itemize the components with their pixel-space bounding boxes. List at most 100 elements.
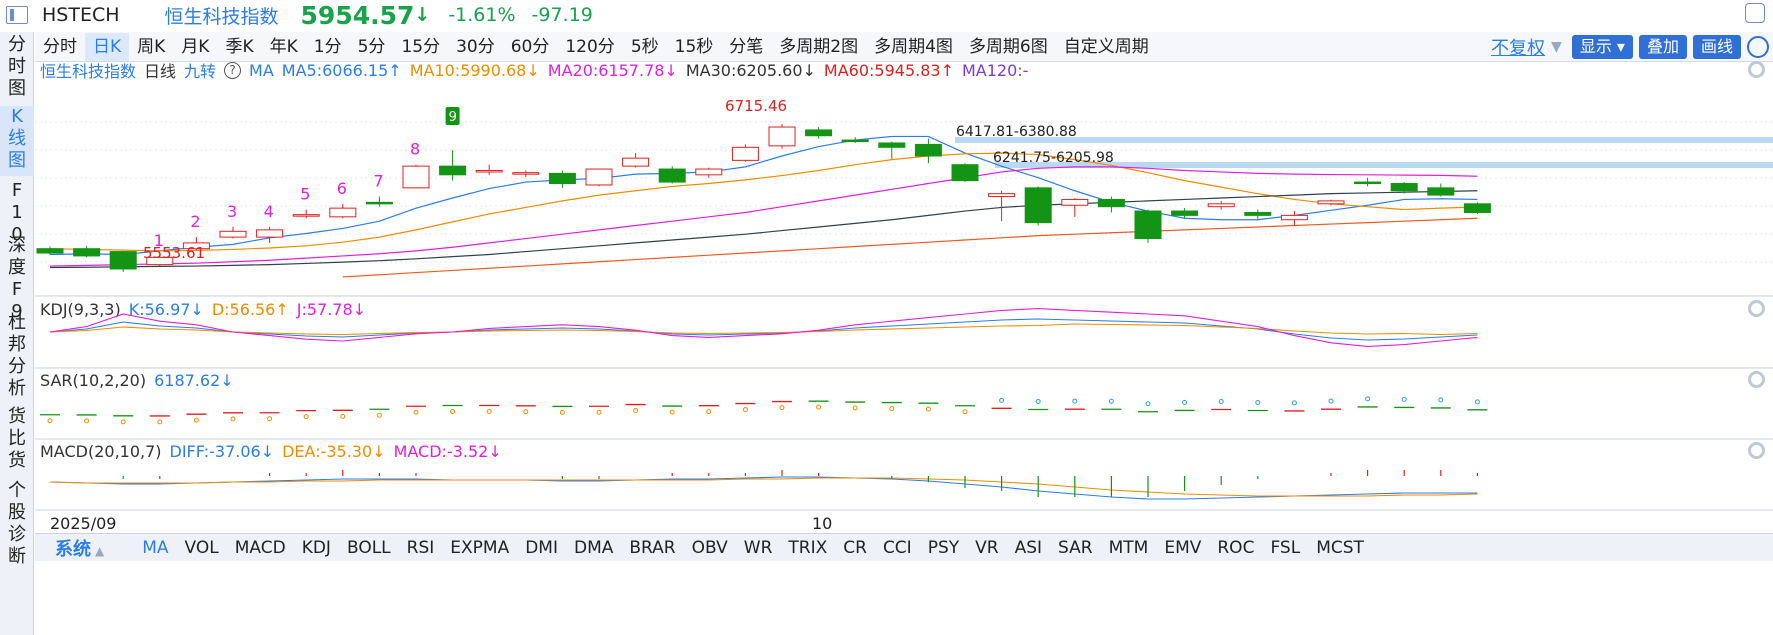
indicator-tab[interactable]: MA: [142, 537, 169, 558]
indicator-tab[interactable]: EMV: [1164, 537, 1202, 558]
gear-icon[interactable]: [1748, 442, 1765, 459]
indicator-tab[interactable]: ASI: [1014, 537, 1043, 558]
tab-period[interactable]: 15分: [401, 36, 441, 57]
sar-legend: SAR(10,2,20) 6187.62↓: [40, 370, 234, 390]
kdj-j: J:57.78↓: [296, 299, 367, 319]
sidebar-item-timeshare[interactable]: 分时图: [8, 34, 26, 99]
sar-dot: [230, 416, 236, 422]
nine-turn-count: 5: [300, 185, 310, 204]
sar-dot: [1145, 401, 1151, 407]
gear-icon[interactable]: [1748, 61, 1765, 78]
refresh-icon[interactable]: [1747, 36, 1769, 58]
indicator-tab[interactable]: RSI: [406, 537, 435, 558]
legend-ma[interactable]: MA: [249, 60, 274, 80]
indicator-tab[interactable]: CCI: [882, 537, 912, 558]
indicator-tab[interactable]: VR: [975, 537, 999, 558]
indicator-tab[interactable]: MTM: [1108, 537, 1149, 558]
chevron-down-icon[interactable]: ▼: [1551, 39, 1562, 55]
sidebar-item-diagnosis[interactable]: 个股诊断: [8, 480, 26, 567]
restore-rights-dropdown[interactable]: 不复权: [1491, 38, 1546, 59]
index-name[interactable]: 恒生科技指数: [164, 5, 279, 28]
indicator-tab[interactable]: PSY: [927, 537, 960, 558]
indicator-tab[interactable]: VOL: [184, 537, 219, 558]
indicator-tab[interactable]: TRIX: [788, 537, 828, 558]
tab-period[interactable]: 多周期6图: [968, 36, 1048, 57]
candle-body: [1134, 210, 1162, 240]
indicator-tab[interactable]: OBV: [691, 537, 728, 558]
help-icon[interactable]: ?: [224, 61, 242, 79]
sar-dot: [596, 409, 602, 415]
sar-name[interactable]: SAR(10,2,20): [40, 370, 147, 390]
tab-period[interactable]: 季K: [225, 36, 254, 57]
sar-dot: [999, 397, 1005, 403]
kline-chart[interactable]: 6715.46 5553.61 6417.81-6380.88 6241.75-620…: [35, 62, 1773, 514]
tab-period[interactable]: 多周期4图: [874, 36, 953, 57]
sidebar-item-f10[interactable]: F10: [11, 180, 23, 245]
tab-period[interactable]: 自定义周期: [1063, 36, 1149, 57]
tab-period[interactable]: 60分: [510, 36, 550, 57]
tab-period[interactable]: 5秒: [630, 36, 659, 57]
sar-dot: [376, 412, 382, 418]
sidebar-item-dupont[interactable]: 杜邦分析: [8, 312, 26, 399]
left-sidebar: 分时图 K线图 F10 深度F9 杜邦分析 货比货 个股诊断: [0, 32, 34, 635]
sar-dot: [486, 409, 492, 414]
tab-period[interactable]: 30分: [456, 36, 495, 57]
sar-dot: [1291, 400, 1297, 406]
sar-dot: [1218, 399, 1224, 404]
indicator-tab[interactable]: KDJ: [301, 537, 331, 558]
kdj-name[interactable]: KDJ(9,3,3): [40, 299, 121, 319]
candle-body: [365, 201, 393, 205]
sar-dot: [706, 409, 712, 415]
indicator-tab[interactable]: EXPMA: [450, 537, 510, 558]
indicator-tab[interactable]: FSL: [1270, 537, 1301, 558]
tab-period[interactable]: 1分: [313, 36, 342, 57]
indicator-tab[interactable]: SAR: [1058, 537, 1093, 558]
sidebar-item-depth[interactable]: 深度F9: [8, 235, 26, 322]
overlay-button[interactable]: 叠加: [1638, 35, 1687, 59]
indicator-tab[interactable]: WR: [743, 537, 773, 558]
macd-legend: MACD(20,10,7) DIFF:-37.06↓ DEA:-35.30↓ M…: [40, 441, 502, 461]
tab-period[interactable]: 年K: [269, 36, 298, 57]
legend-ma30: MA30:6205.60↓: [685, 60, 816, 80]
ma20-line: [49, 166, 1478, 267]
legend-index-name[interactable]: 恒生科技指数: [40, 62, 137, 81]
indicator-tab[interactable]: DMI: [525, 537, 558, 558]
indicator-tab[interactable]: MCST: [1316, 537, 1364, 558]
sidebar-item-compare[interactable]: 货比货: [8, 406, 26, 471]
gear-icon[interactable]: [1748, 371, 1765, 388]
indicator-tab[interactable]: CR: [843, 537, 867, 558]
sar-dot: [1255, 400, 1261, 405]
sidebar-item-kline[interactable]: K线图: [0, 106, 34, 176]
sar-dot: [267, 416, 273, 422]
kdj-d: D:56.56↑: [211, 299, 289, 319]
display-button[interactable]: 显示 ▾: [1571, 35, 1633, 59]
indicator-tab[interactable]: ROC: [1217, 537, 1255, 558]
tab-period[interactable]: 5分: [357, 36, 386, 57]
indicator-tab[interactable]: BOLL: [346, 537, 391, 558]
tab-period[interactable]: 15秒: [674, 36, 714, 57]
legend-nine-turn[interactable]: 九转: [184, 62, 217, 81]
tab-period[interactable]: 多周期2图: [779, 36, 859, 57]
window-control-button[interactable]: [1745, 3, 1765, 23]
indicator-tab[interactable]: DMA: [573, 537, 614, 558]
system-indicator-menu[interactable]: 系统 ▲: [55, 538, 105, 560]
gear-icon[interactable]: [1748, 300, 1765, 317]
window-menu-icon[interactable]: [6, 6, 28, 24]
indicator-tab[interactable]: MACD: [234, 537, 286, 558]
tab-period[interactable]: 周K: [137, 36, 166, 57]
tab-period[interactable]: 月K: [181, 36, 210, 57]
tab-period[interactable]: 120分: [565, 36, 615, 57]
sar-dot: [742, 407, 748, 413]
indicator-tab[interactable]: BRAR: [629, 537, 676, 558]
tab-period[interactable]: 分时: [43, 36, 77, 57]
draw-line-button[interactable]: 画线: [1692, 35, 1741, 59]
nine-turn-count: 3: [227, 202, 237, 221]
tab-period[interactable]: 日K: [85, 32, 130, 61]
x-axis-label: 10: [812, 514, 833, 533]
tab-period[interactable]: 分笔: [729, 36, 764, 57]
macd-name[interactable]: MACD(20,10,7): [40, 441, 162, 461]
candle-body: [219, 230, 247, 238]
sar-dot: [523, 409, 529, 415]
low-price-label: 5553.61: [143, 244, 205, 262]
candle-body: [988, 193, 1016, 198]
